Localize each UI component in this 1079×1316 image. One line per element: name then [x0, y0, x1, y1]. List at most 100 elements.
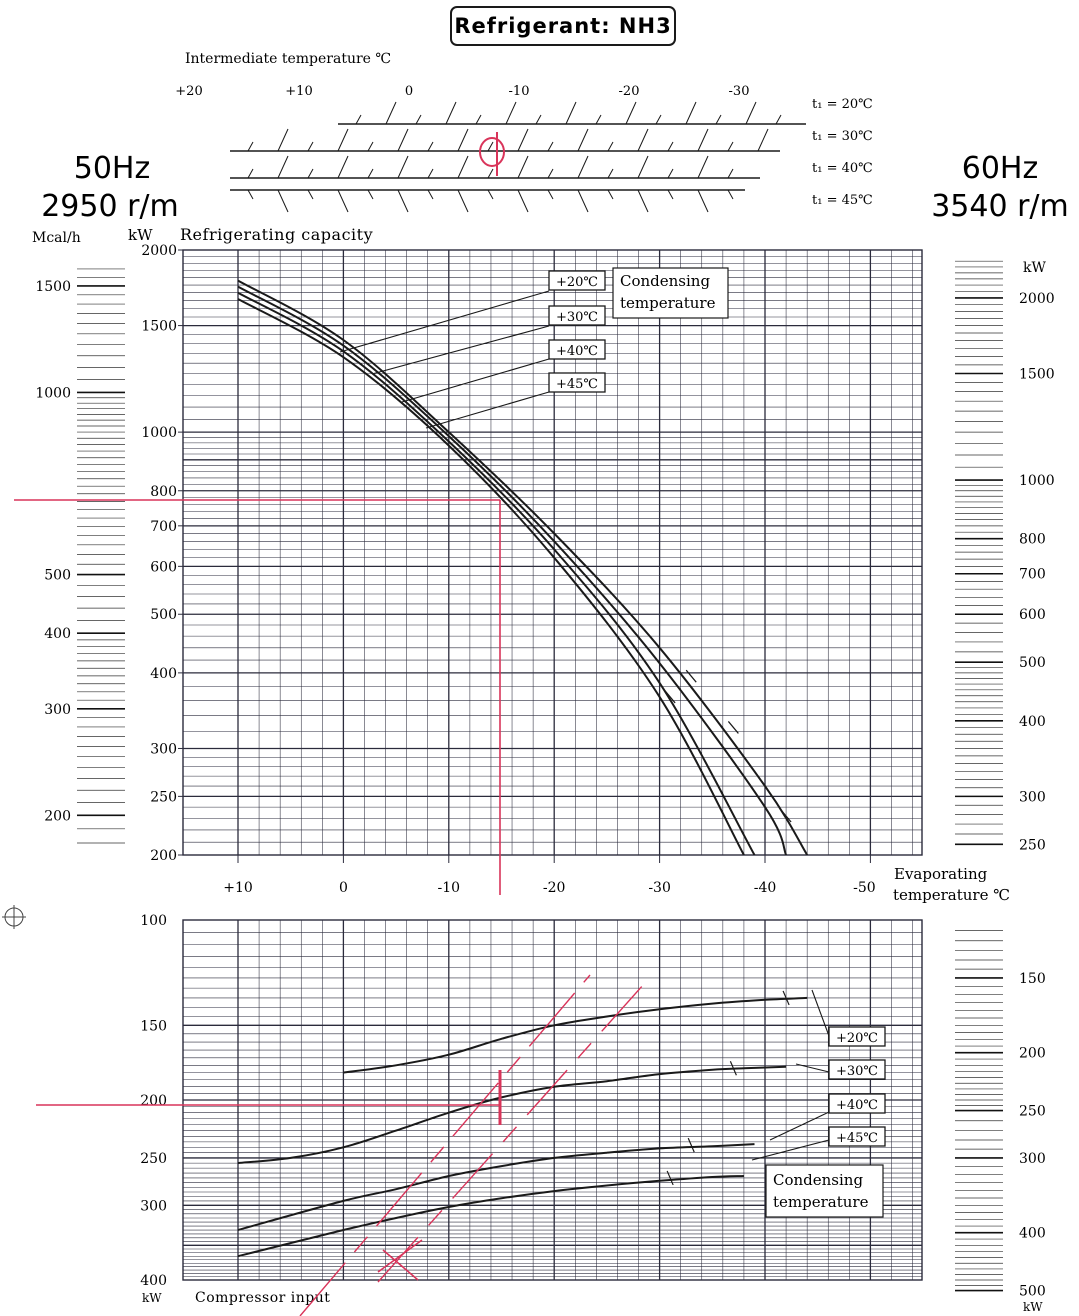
right-tick-label: 1500: [1019, 366, 1055, 382]
intermediate-tick-mark: [337, 155, 349, 179]
legend-leader: [425, 391, 550, 429]
intermediate-tick-mark: [277, 128, 289, 152]
intermediate-tick-mark: [685, 101, 697, 125]
legend-label: +40℃: [836, 1098, 878, 1113]
legend-title: temperature: [773, 1193, 869, 1211]
bottom-right-kw-label: kW: [1023, 1300, 1043, 1314]
intermediate-tick-mark: [397, 128, 409, 152]
x-tick-label: -30: [648, 880, 671, 896]
intermediate-tick-mark: [487, 141, 494, 152]
intermediate-line-label: t₁ = 20℃: [812, 97, 873, 112]
intermediate-tick-mark: [577, 128, 589, 152]
series-line-3: [237, 1143, 755, 1231]
intermediate-tick: -10: [509, 84, 530, 99]
mcal-tick-label: 400: [44, 626, 71, 642]
registration-mark-icon: [2, 905, 26, 929]
red-mark: [377, 1239, 423, 1273]
curve-marker: [729, 1061, 737, 1076]
intermediate-tick-mark: [577, 189, 589, 213]
mcal-tick-label: 200: [44, 808, 71, 824]
intermediate-tick-mark: [727, 168, 734, 179]
y-tick-label: 300: [140, 1198, 167, 1214]
mcal-tick-label: 500: [44, 568, 71, 584]
intermediate-tick-mark: [367, 141, 374, 152]
top-y-tick-labels: 2000 1500 1000 800 700 600 500 400 300 250 200: [141, 243, 183, 864]
intermediate-tick-mark: [457, 128, 469, 152]
intermediate-tick-mark: [367, 168, 374, 179]
intermediate-tick-mark: [337, 189, 349, 213]
right-tick-label: 200: [1019, 1046, 1046, 1062]
intermediate-line-label: t₁ = 40℃: [812, 161, 873, 176]
intermediate-tick-mark: [427, 189, 434, 200]
x-tick-label: +10: [223, 880, 253, 896]
intermediate-tick-mark: [775, 114, 782, 125]
intermediate-tick-mark: [637, 128, 649, 152]
x-axis-label-line1: Evaporating: [894, 865, 988, 883]
top-mcal-label: Mcal/h: [32, 230, 81, 246]
bottom-right-kw-scale: 150 200 250 300 400 500: [955, 930, 1046, 1300]
intermediate-tick-mark: [307, 189, 314, 200]
intermediate-tick-mark: [505, 101, 517, 125]
intermediate-tick-mark: [307, 141, 314, 152]
top-series: [237, 279, 809, 855]
legend-label: +45℃: [556, 377, 598, 392]
intermediate-tick-mark: [667, 168, 674, 179]
legend-box: [828, 1026, 886, 1047]
curve-marker: [727, 721, 739, 734]
legend-box: [828, 1126, 886, 1147]
x-tick-label: -50: [853, 880, 876, 896]
intermediate-tick-mark: [247, 189, 254, 200]
bottom-grid: [182, 919, 923, 1281]
intermediate-tick-mark: [697, 155, 709, 179]
intermediate-lines: t₁ = 20℃ t₁ = 30℃ t₁ = 40℃ t₁ = 45℃: [230, 97, 873, 213]
intermediate-tick-mark: [517, 189, 529, 213]
legend-box: [548, 372, 606, 393]
right-speed: 3540 r/m: [931, 189, 1069, 224]
legend-leader: [769, 1111, 830, 1141]
top-kw-label: kW: [128, 226, 153, 244]
mcal-tick-label: 300: [44, 702, 71, 718]
right-tick-label: 400: [1019, 1226, 1046, 1242]
intermediate-tick-mark: [457, 155, 469, 179]
intermediate-tick-mark: [745, 101, 757, 125]
red-mark: [299, 974, 591, 1316]
mcal-tick-label: 1500: [35, 279, 71, 295]
bottom-y-tick-labels: 100 150 200 250 300 400: [140, 913, 167, 1289]
intermediate-tick: 0: [405, 84, 413, 99]
intermediate-label: Intermediate temperature ℃: [185, 51, 391, 67]
legend-label: +40℃: [556, 344, 598, 359]
y-tick-label: 400: [150, 666, 177, 682]
legend-box: [548, 305, 606, 326]
y-tick-label: 500: [150, 607, 177, 623]
intermediate-tick-mark: [277, 155, 289, 179]
legend-leader: [371, 325, 550, 375]
top-mcal-scale: 1500 1000 500 400 300 200: [35, 268, 125, 844]
legend-leader: [401, 358, 550, 403]
series-line-3: [237, 291, 756, 855]
right-tick-label: 150: [1019, 971, 1046, 987]
right-tick-label: 250: [1019, 837, 1046, 853]
y-tick-label: 300: [150, 741, 177, 757]
x-tick-label: 0: [339, 880, 348, 896]
y-tick-label: 150: [140, 1018, 167, 1034]
right-tick-label: 250: [1019, 1104, 1046, 1120]
x-tick-label: -40: [754, 880, 777, 896]
intermediate-tick-mark: [637, 189, 649, 213]
right-tick-label: 500: [1019, 1284, 1046, 1300]
series-line-2: [237, 285, 788, 855]
legend-title: temperature: [620, 294, 716, 312]
legend-label: +30℃: [556, 310, 598, 325]
y-tick-label: 250: [140, 1151, 167, 1167]
intermediate-tick-mark: [355, 114, 362, 125]
left-frequency: 50Hz: [74, 151, 150, 186]
legend-title-box: [612, 267, 729, 319]
legend-title: Condensing: [620, 272, 710, 290]
legend-leader: [751, 1139, 830, 1161]
legend-box: [548, 339, 606, 360]
series-line-1: [343, 996, 808, 1074]
intermediate-tick-mark: [247, 141, 254, 152]
legend-box: [828, 1059, 886, 1080]
y-tick-label: 200: [140, 1093, 167, 1109]
series-line-4: [237, 298, 745, 855]
right-frequency: 60Hz: [962, 151, 1038, 186]
